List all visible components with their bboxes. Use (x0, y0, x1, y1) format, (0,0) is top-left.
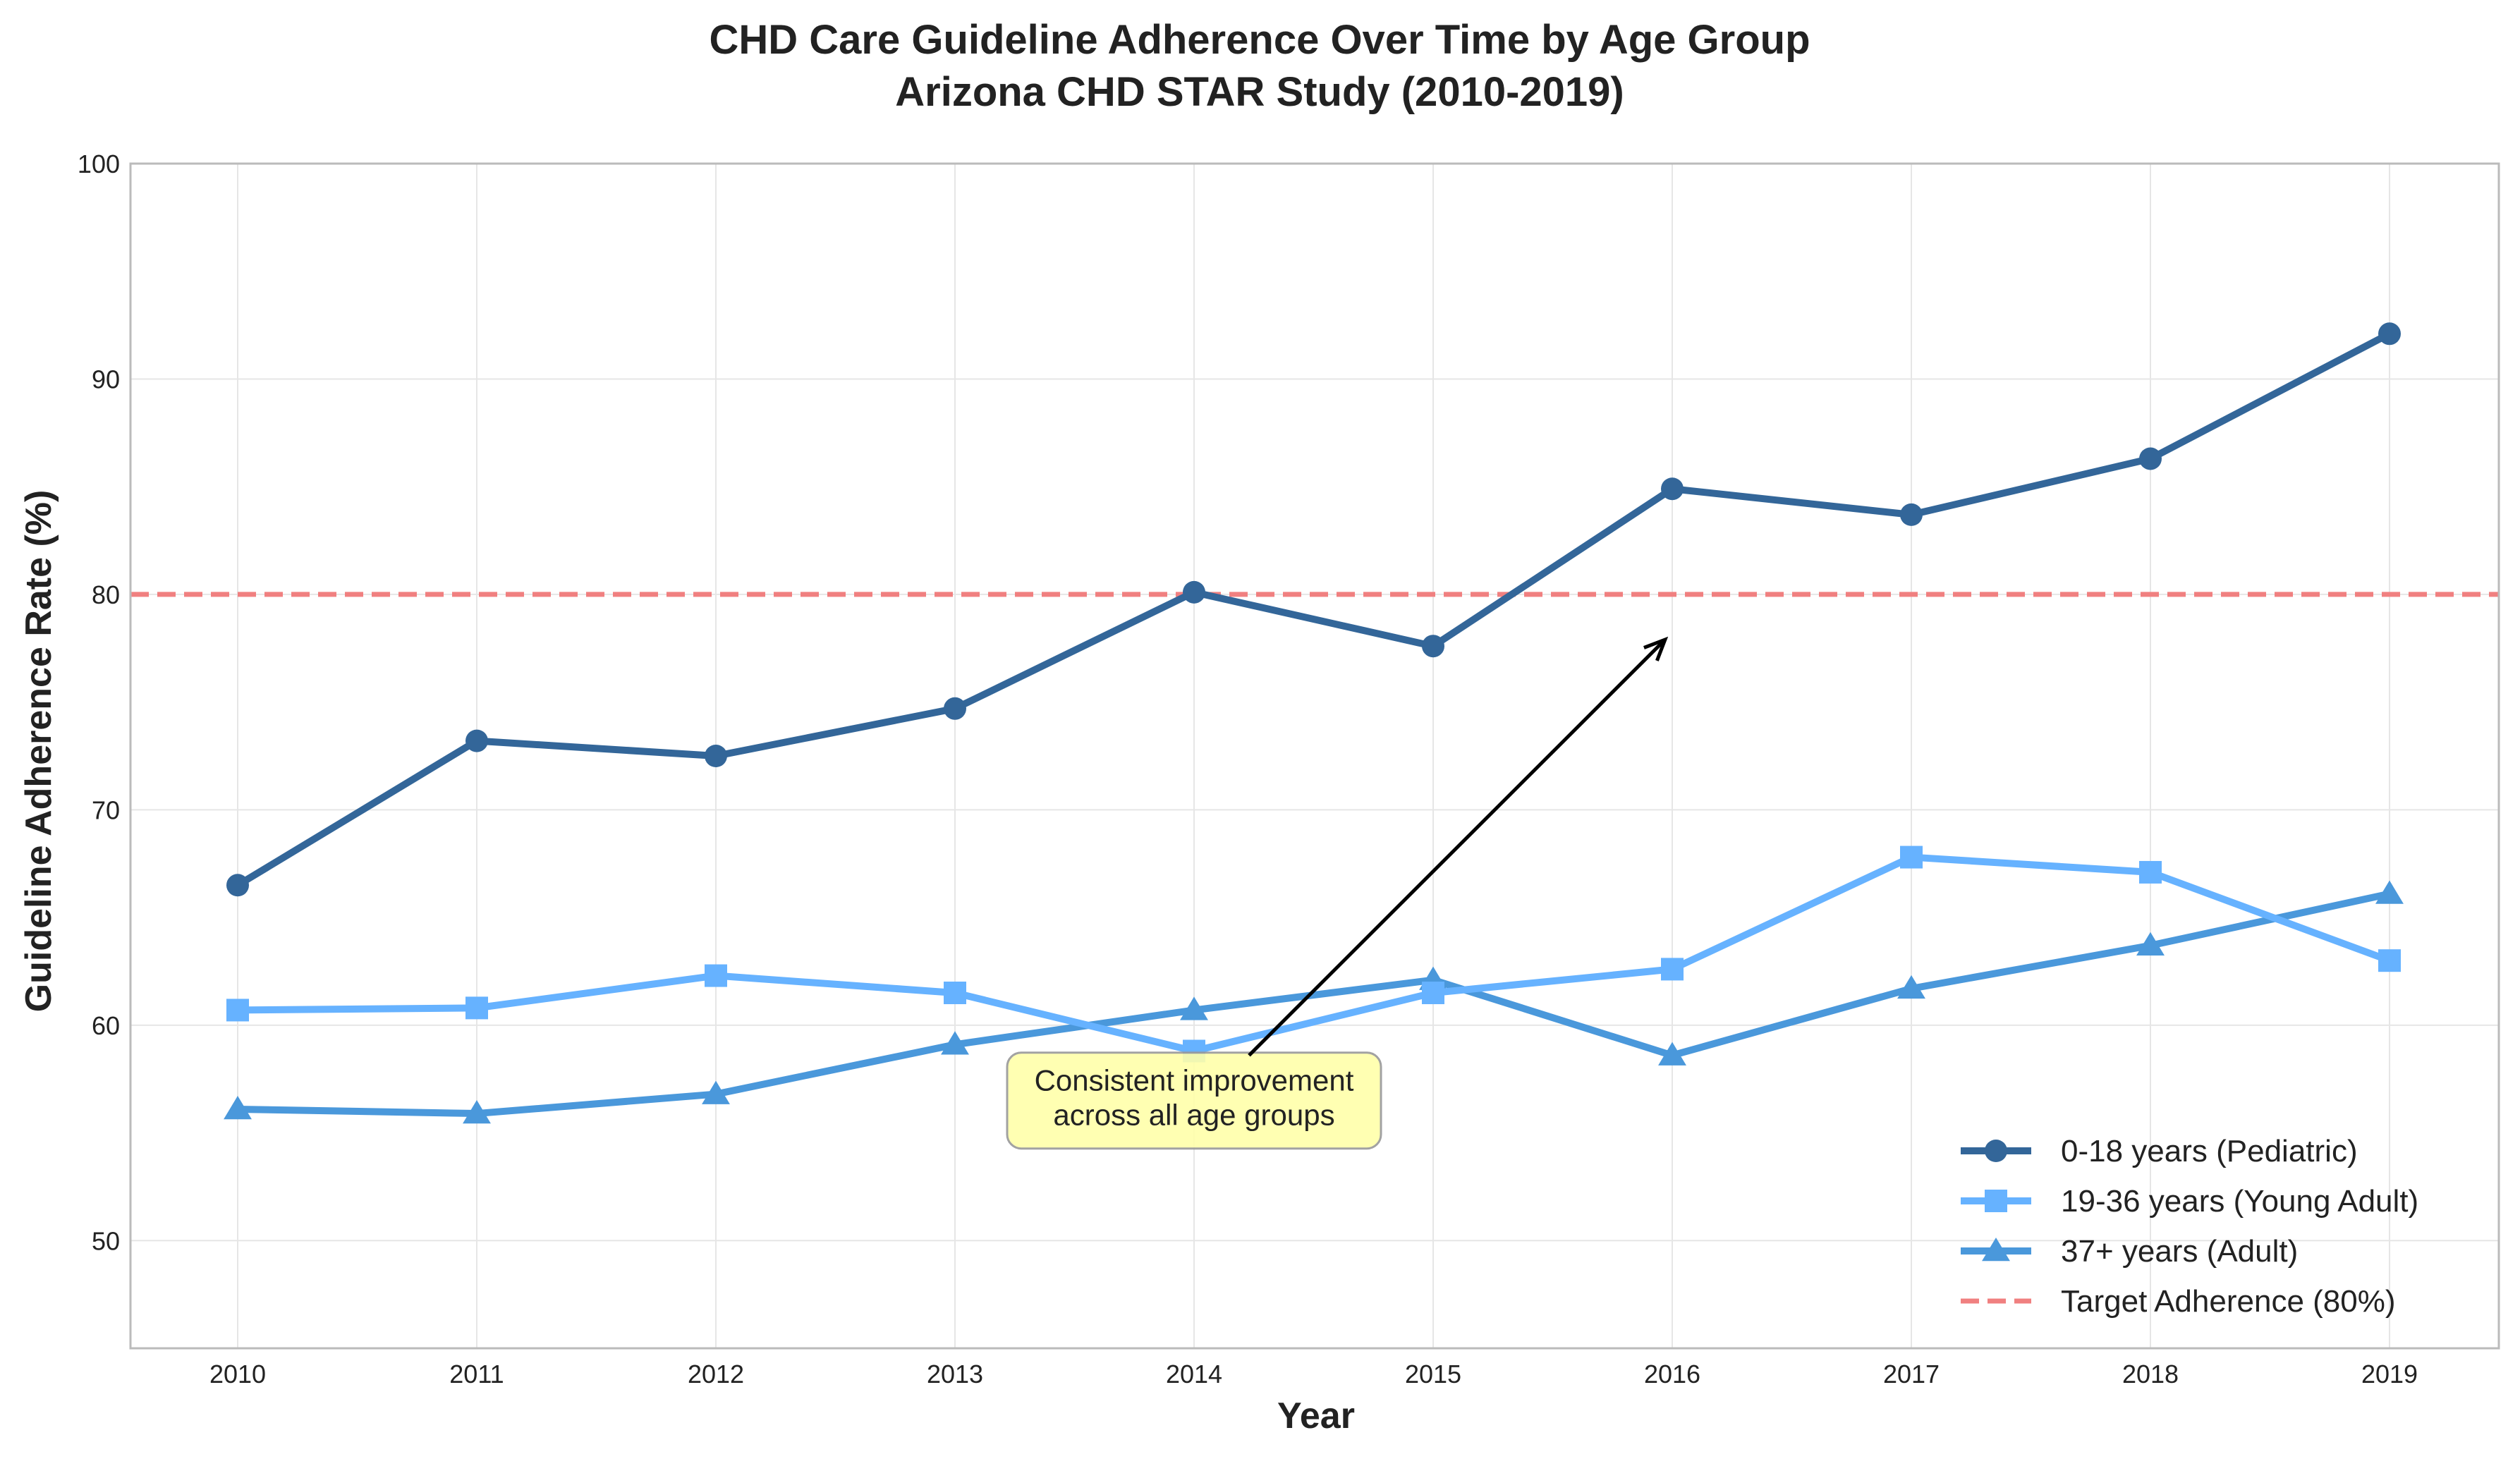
legend: 0-18 years (Pediatric) 19-36 years (Young… (1961, 1134, 2418, 1319)
y-tick-labels: 50 60 70 80 90 100 (78, 149, 120, 1255)
data-point (944, 697, 966, 720)
y-tick-label: 60 (92, 1011, 120, 1040)
data-point (1900, 846, 1923, 869)
legend-label: 19-36 years (Young Adult) (2061, 1184, 2418, 1219)
y-tick-label: 50 (92, 1226, 120, 1255)
data-point (1183, 580, 1205, 604)
data-point (705, 964, 727, 987)
legend-marker (1985, 1140, 2007, 1162)
x-tick-label: 2018 (2122, 1360, 2179, 1388)
series-group (226, 322, 2401, 897)
data-point (702, 1080, 730, 1104)
series-line (234, 853, 2393, 1055)
annotation-text: across all age groups (1053, 1099, 1334, 1132)
series-group (226, 846, 2401, 1063)
data-point (705, 745, 727, 767)
x-tick-label: 2012 (688, 1360, 744, 1388)
data-point (1180, 996, 1208, 1020)
y-tick-label: 80 (92, 580, 120, 609)
data-point (224, 1095, 252, 1120)
legend-label: 37+ years (Adult) (2061, 1234, 2298, 1269)
data-point (2378, 322, 2401, 346)
legend-item: 37+ years (Adult) (1961, 1234, 2298, 1269)
data-point (2139, 447, 2162, 470)
data-point (1897, 975, 1925, 999)
x-tick-label: 2011 (449, 1360, 504, 1388)
x-tick-label: 2019 (2361, 1360, 2418, 1388)
data-point (463, 1100, 491, 1124)
y-tick-label: 70 (92, 795, 120, 824)
legend-label: 0-18 years (Pediatric) (2061, 1134, 2358, 1168)
legend-marker (1985, 1190, 2007, 1212)
legend-item: 19-36 years (Young Adult) (1961, 1184, 2418, 1219)
data-point (1900, 503, 1923, 526)
data-point (1422, 635, 1444, 658)
chart-title: CHD Care Guideline Adherence Over Time b… (709, 17, 1810, 63)
x-tick-label: 2013 (927, 1360, 983, 1388)
data-point (1658, 1042, 1686, 1066)
plot-frame (129, 162, 2500, 1350)
y-tick-label: 100 (78, 149, 120, 178)
annotation-arrow (1248, 638, 1667, 1057)
data-point (2375, 880, 2404, 904)
series-layer (224, 322, 2404, 1124)
data-point (2378, 949, 2401, 972)
x-tick-label: 2014 (1166, 1360, 1222, 1388)
data-point (1661, 477, 1684, 501)
legend-item: 0-18 years (Pediatric) (1961, 1134, 2358, 1168)
series-group (224, 880, 2404, 1124)
data-point (465, 729, 488, 752)
legend-item: Target Adherence (80%) (1961, 1284, 2396, 1319)
data-point (2136, 932, 2165, 956)
series-line (234, 890, 2393, 1118)
x-axis-label: Year (1277, 1396, 1355, 1436)
y-axis-label: Guideline Adherence Rate (%) (18, 490, 59, 1013)
x-tick-label: 2010 (209, 1360, 266, 1388)
annotation-text: Consistent improvement (1035, 1064, 1354, 1097)
x-tick-label: 2015 (1405, 1360, 1461, 1388)
data-point (226, 874, 249, 897)
data-point (1661, 958, 1684, 981)
x-tick-labels: 2010 2011 2012 2013 2014 2015 2016 2017 2018 2019 (209, 1360, 2418, 1388)
x-tick-label: 2017 (1883, 1360, 1940, 1388)
annotation-arrow-head (1643, 636, 1669, 661)
annotation-box (1006, 1051, 1382, 1150)
series-line (234, 330, 2393, 889)
data-point (944, 982, 966, 1004)
y-tick-label: 90 (92, 365, 120, 393)
legend-marker (1982, 1238, 2010, 1262)
data-point (1422, 982, 1444, 1004)
chart-subtitle: Arizona CHD STAR Study (2010-2019) (895, 69, 1624, 115)
data-point (941, 1031, 969, 1055)
data-point (465, 996, 488, 1020)
legend-label: Target Adherence (80%) (2061, 1284, 2396, 1319)
x-tick-label: 2016 (1644, 1360, 1700, 1388)
data-point (2139, 860, 2162, 884)
data-point (226, 999, 249, 1022)
